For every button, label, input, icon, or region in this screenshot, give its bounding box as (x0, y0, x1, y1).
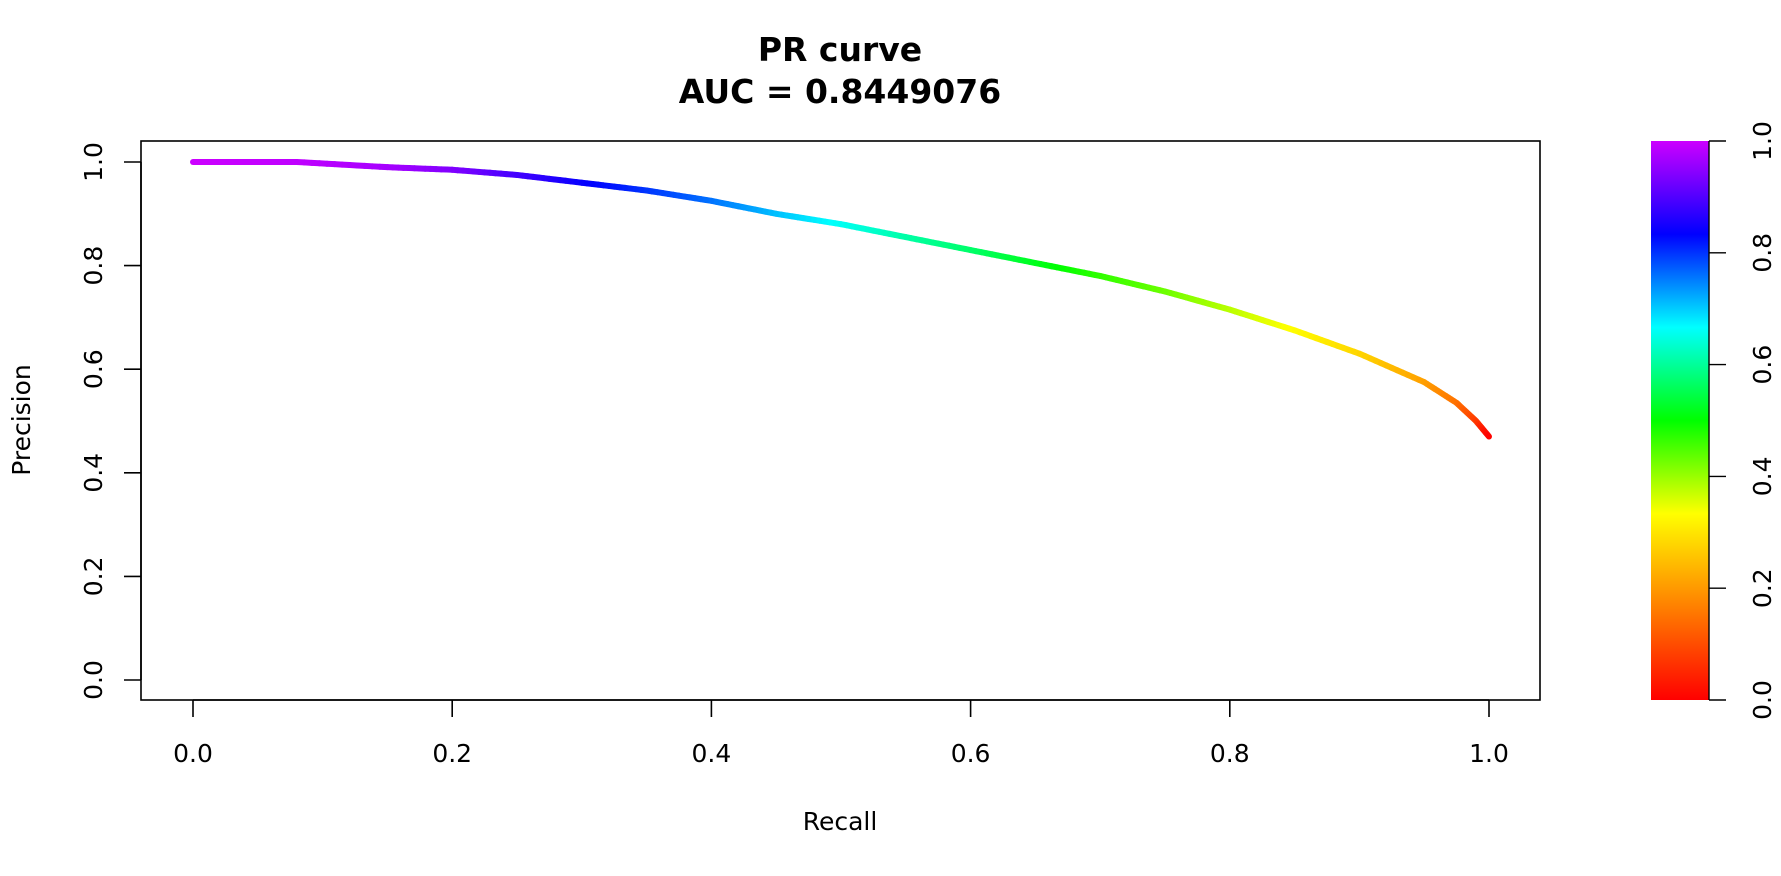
y-tick-label: 0.8 (79, 246, 108, 286)
chart-title: PR curve (758, 30, 922, 69)
y-axis-label: Precision (7, 364, 36, 476)
color-legend-tick-label: 0.4 (1748, 457, 1777, 497)
y-axis: 0.0 0.2 0.4 0.6 0.8 1.0 (79, 142, 142, 700)
color-legend-bar (1651, 141, 1709, 700)
y-tick-label: 1.0 (79, 142, 108, 182)
color-legend-tick-label: 0.2 (1748, 568, 1777, 608)
y-tick-label: 0.6 (79, 349, 108, 389)
x-tick-label: 0.4 (692, 739, 732, 768)
x-axis-label: Recall (803, 807, 878, 836)
y-tick-label: 0.0 (79, 660, 108, 700)
x-tick-label: 0.0 (173, 739, 213, 768)
color-legend-tick-label: 0.0 (1748, 680, 1777, 720)
color-legend-tick-label: 1.0 (1748, 121, 1777, 161)
x-tick-label: 1.0 (1469, 739, 1509, 768)
y-tick-label: 0.4 (79, 453, 108, 493)
chart-subtitle: AUC = 0.8449076 (679, 72, 1001, 111)
x-tick-label: 0.6 (951, 739, 991, 768)
curve-segment (1484, 432, 1492, 440)
y-tick-label: 0.2 (79, 557, 108, 597)
x-tick-label: 0.8 (1210, 739, 1250, 768)
color-legend-tick-label: 0.6 (1748, 345, 1777, 385)
x-tick-label: 0.2 (432, 739, 472, 768)
x-axis: 0.0 0.2 0.4 0.6 0.8 1.0 (173, 699, 1509, 768)
color-legend-tick-label: 0.8 (1748, 233, 1777, 273)
pr-curve-line (190, 159, 1492, 440)
color-legend: 0.0 0.2 0.4 0.6 0.8 1.0 (1651, 121, 1777, 720)
